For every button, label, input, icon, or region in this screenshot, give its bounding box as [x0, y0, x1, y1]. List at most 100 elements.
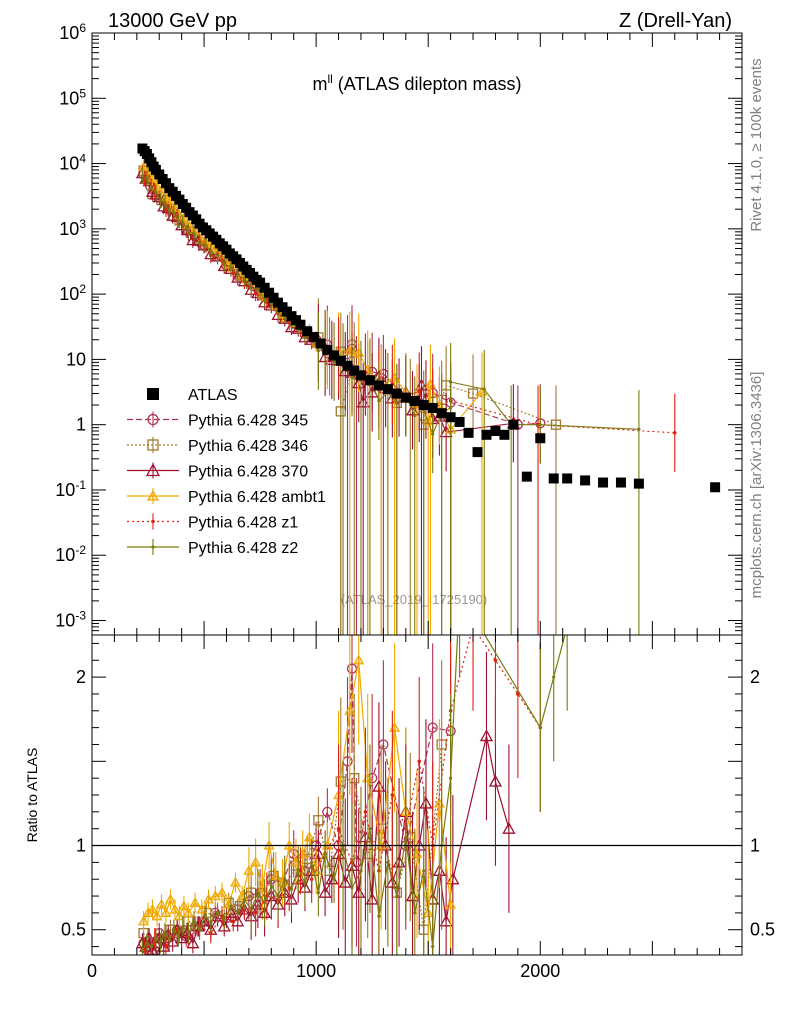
legend-marker-ambt1 — [146, 489, 160, 501]
legend-item-ambt1: Pythia 6.428 ambt1 — [127, 488, 326, 506]
series-z2-point — [192, 232, 196, 236]
series-z2-ratio-point — [359, 869, 363, 873]
series-z1-point — [253, 291, 258, 296]
series-p346-ratio — [138, 660, 447, 955]
series-p370-ratio-point — [439, 914, 453, 927]
series-z2-ratio-point — [154, 936, 158, 940]
series-ambt1-ratio-point — [353, 654, 365, 665]
series-p370-ratio-point — [479, 729, 494, 742]
series-z2-ratio-point — [140, 948, 145, 952]
series-p370-ratio-point — [385, 875, 399, 888]
legend-label-z2: Pythia 6.428 z2 — [188, 540, 298, 557]
series-z1-ratio-point — [417, 759, 422, 764]
x-tick-label: 2000 — [520, 961, 560, 981]
series-z2-point — [222, 262, 226, 266]
source-label: mcplots.cern.ch [arXiv:1306.3436] — [748, 372, 765, 599]
series-z2-ratio-point — [209, 921, 213, 925]
y-tick-label: 10 — [66, 349, 86, 369]
series-z2-ratio-point — [276, 894, 280, 898]
series-p370-ratio-point — [197, 914, 211, 927]
y-tick-label: 10-3 — [55, 609, 86, 631]
ratio-y-tick-label-right: 2 — [750, 667, 760, 687]
series-ambt1-ratio-point — [297, 848, 309, 859]
y-tick-label: 10-1 — [55, 478, 86, 500]
atlas-point — [342, 360, 353, 371]
series-z2-ratio-point — [192, 919, 196, 923]
legend-marker-p345 — [147, 413, 159, 426]
atlas-point — [436, 408, 447, 419]
atlas-point — [454, 416, 465, 427]
series-z2-ratio-point — [249, 907, 253, 912]
series-z2-point — [203, 243, 207, 247]
series-p370-point — [439, 425, 453, 438]
series-z2-ratio-point — [186, 931, 190, 935]
series-z2-ratio-point — [395, 894, 399, 898]
atlas-point — [355, 370, 366, 381]
atlas-point — [322, 344, 333, 355]
series-p370-ratio — [135, 651, 516, 955]
atlas-point — [490, 426, 501, 437]
x-tick-label: 0 — [87, 961, 97, 981]
series-z2-ratio-point — [350, 886, 354, 890]
legend-label-p345: Pythia 6.428 345 — [188, 413, 308, 430]
ratio-y-tick-label-right: 1 — [750, 836, 760, 856]
ratio-ylabel: Ratio to ATLAS — [24, 748, 40, 843]
atlas-point — [264, 287, 275, 298]
ratio-y-tick-label: 1 — [76, 836, 86, 856]
series-z2-ratio-point — [316, 891, 320, 895]
legend-item-p346: Pythia 6.428 346 — [127, 437, 308, 455]
atlas-point — [400, 392, 411, 403]
series-z2-ratio-point — [303, 880, 307, 885]
atlas-point — [481, 429, 492, 440]
series-z2-ratio-point — [172, 928, 176, 932]
chart-title: mll (ATLAS dilepton mass) — [312, 72, 521, 94]
series-atlas-main — [137, 143, 721, 493]
series-z2-point — [413, 413, 417, 418]
series-ambt1-ratio-point — [250, 856, 262, 867]
series-ambt1-ratio-point — [229, 876, 241, 887]
series-z2-point — [482, 387, 486, 391]
series-z1-ratio-point — [363, 810, 368, 814]
atlas-point — [315, 338, 326, 349]
series-ambt1-ratio-point — [151, 910, 163, 921]
series-z2-ratio-point — [386, 860, 390, 864]
y-tick-label: 1 — [76, 415, 86, 435]
series-z2-ratio-point — [538, 726, 542, 730]
series-p345-ratio-point — [322, 806, 333, 817]
rivet-version-label: Rivet 4.1.0, ≥ 100k events — [748, 58, 765, 231]
atlas-point — [472, 447, 483, 458]
y-tick-label: 106 — [59, 21, 86, 43]
series-p370-ratio-point — [502, 821, 516, 834]
series-z2-ratio-point — [203, 914, 207, 918]
atlas-point — [418, 400, 429, 411]
series-z2-point — [249, 286, 253, 290]
series-z2-point — [167, 209, 171, 214]
series-z2-ratio-point — [332, 877, 336, 881]
series-z2-point — [154, 190, 158, 195]
series-z2-ratio-point — [296, 867, 300, 871]
series-z2-ratio-point — [256, 891, 260, 895]
series-z2-ratio-point — [310, 860, 314, 864]
series-p345-ratio-point — [346, 663, 358, 674]
series-z2-point — [172, 211, 176, 215]
atlas-point — [598, 477, 609, 488]
atlas-point — [499, 429, 510, 440]
series-ambt1-ratio-point — [169, 903, 181, 914]
chart-title-sup: ll — [327, 72, 332, 86]
series-z2-ratio-point — [404, 835, 408, 839]
series-ambt1-ratio-point — [189, 897, 201, 907]
series-z2-ratio-point — [269, 884, 273, 888]
legend-item-p370: Pythia 6.428 370 — [127, 462, 308, 481]
series-z2-ratio-point — [215, 911, 220, 915]
atlas-point — [302, 326, 313, 337]
main-panel-marks — [135, 143, 721, 635]
series-z1-ratio-point — [493, 658, 498, 663]
series-z2-ratio-point — [242, 897, 247, 902]
atlas-point — [548, 473, 559, 484]
series-z2-ratio — [140, 635, 568, 955]
atlas-point — [633, 478, 644, 489]
series-z2-ratio-line — [141, 635, 566, 951]
series-z2-ratio-point — [422, 869, 426, 873]
series-z2-point — [395, 402, 399, 406]
y-tick-label: 102 — [59, 282, 86, 304]
